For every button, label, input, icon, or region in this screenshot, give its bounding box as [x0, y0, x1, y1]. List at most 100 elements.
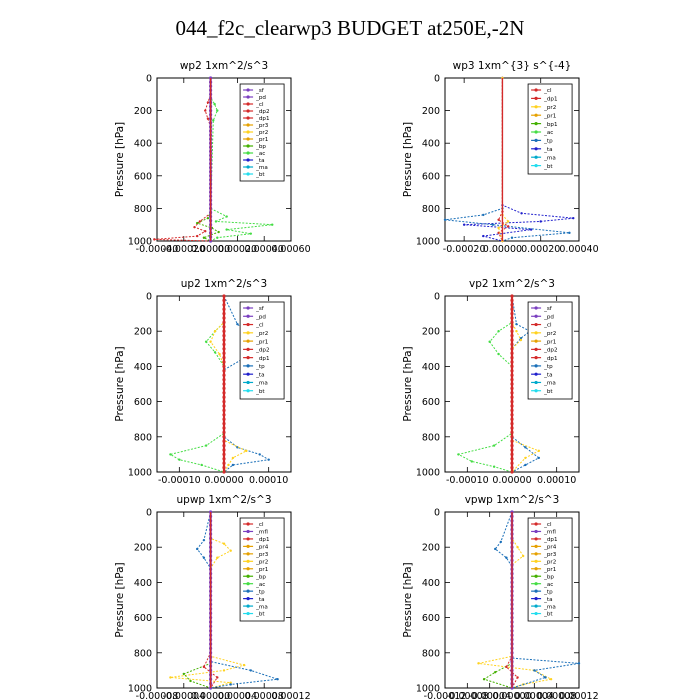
series-point	[494, 670, 497, 674]
legend-label: _ac	[255, 151, 265, 157]
series-point	[488, 340, 491, 343]
y-tick-label: 200	[134, 327, 152, 338]
plot-frame	[156, 511, 292, 689]
series-point	[267, 458, 270, 461]
figure-title: 044_f2c_clearwp3 BUDGET at250E,-2N	[175, 16, 525, 40]
panel-3: up2 1xm^2/s^3 0 200 400 600 800 1000 Pressure […	[114, 278, 292, 486]
legend-label: _pr1	[543, 113, 557, 119]
legend-marker	[246, 559, 250, 563]
x-tick-label: 0.00000	[492, 691, 531, 700]
x-tick-label: -0.00012	[424, 691, 467, 700]
legend-marker	[534, 589, 538, 593]
legend-label: _ta	[543, 147, 552, 153]
x-tick-label: 0.00012	[559, 691, 598, 700]
series-point	[492, 444, 496, 447]
legend-marker	[246, 130, 250, 134]
series-point	[516, 676, 519, 679]
series-point	[206, 216, 210, 220]
legend-label: _pr2	[543, 331, 556, 337]
series-point	[524, 463, 527, 467]
series-point	[196, 221, 199, 225]
series-point	[491, 223, 495, 226]
series-point	[497, 226, 500, 230]
panel-title: upwp 1xm^2/s^3	[177, 494, 272, 506]
legend-marker	[534, 138, 538, 142]
series-point	[533, 669, 536, 672]
legend-marker	[246, 137, 250, 141]
legend-label: _tp	[255, 364, 265, 370]
legend-marker	[534, 130, 538, 134]
legend-marker	[534, 113, 538, 117]
series-point	[231, 463, 235, 467]
legend-marker	[246, 589, 250, 593]
series-point	[499, 540, 503, 544]
legend-marker	[534, 597, 538, 601]
legend-marker	[246, 544, 250, 548]
legend-marker	[534, 339, 538, 343]
legend-label: _dp1	[543, 537, 558, 543]
series-point	[218, 352, 221, 356]
x-tick-label: -0.00008	[446, 691, 489, 700]
legend-label: _bt	[543, 389, 553, 395]
legend-marker	[534, 314, 538, 318]
series-point	[549, 678, 553, 681]
series-line	[182, 512, 212, 689]
x-tick-label: 0.00020	[218, 244, 257, 255]
legend-label: _pr2	[543, 560, 556, 566]
y-tick-label: 400	[134, 578, 152, 589]
y-tick-label: 1000	[128, 684, 152, 695]
legend-label: _pr1	[255, 339, 269, 345]
series-point	[482, 213, 485, 217]
series-point	[506, 220, 510, 223]
series-point	[198, 220, 202, 223]
series-point	[572, 216, 575, 220]
x-tick-label: 0.00020	[521, 244, 560, 255]
series-point	[515, 322, 518, 326]
x-tick-label: -0.00040	[136, 244, 179, 255]
legend-marker	[246, 582, 250, 586]
series-point	[506, 225, 510, 228]
series-point	[537, 449, 540, 453]
series-point	[213, 102, 216, 106]
series-line	[497, 78, 510, 242]
legend-label: _pr3	[255, 123, 269, 129]
legend-marker	[246, 347, 250, 351]
series-point	[462, 223, 466, 226]
series-point	[200, 463, 203, 467]
legend-label: _bp	[543, 574, 554, 580]
series-line	[444, 78, 570, 242]
series-point	[544, 676, 547, 679]
series-point	[216, 556, 219, 559]
series-line	[478, 512, 553, 689]
legend-label: _cl	[543, 522, 552, 528]
legend-label: _cl	[255, 522, 264, 528]
legend-marker	[534, 347, 538, 351]
y-axis-label: Pressure [hPa]	[114, 122, 126, 197]
series-point	[497, 218, 500, 222]
panel-title: up2 1xm^2/s^3	[181, 278, 267, 290]
legend-marker	[534, 164, 538, 168]
legend-label: _ac	[543, 582, 553, 588]
legend-label: _dp2	[255, 348, 269, 354]
panel-title: vpwp 1xm^2/s^3	[465, 494, 560, 506]
legend-marker	[246, 144, 250, 148]
y-tick-label: 600	[422, 613, 440, 624]
y-tick-label: 400	[134, 362, 152, 373]
legend-marker	[246, 597, 250, 601]
legend-label: _sf	[255, 88, 265, 94]
legend-marker	[246, 552, 250, 556]
legend-marker	[246, 611, 250, 616]
series-point	[271, 223, 274, 226]
legend-label: _pd	[255, 314, 266, 320]
legend-marker	[246, 165, 250, 169]
legend-marker	[534, 522, 538, 526]
series-point	[510, 236, 514, 239]
legend-marker	[246, 109, 250, 113]
legend-label: _bt	[543, 164, 553, 170]
legend-label: _bt	[543, 612, 553, 618]
legend-label: _pr2	[543, 105, 556, 111]
legend-marker	[534, 322, 538, 327]
x-tick-label: 0.00010	[249, 475, 288, 486]
legend-label: _tp	[543, 589, 553, 595]
x-tick-label: 0.00008	[245, 691, 284, 700]
